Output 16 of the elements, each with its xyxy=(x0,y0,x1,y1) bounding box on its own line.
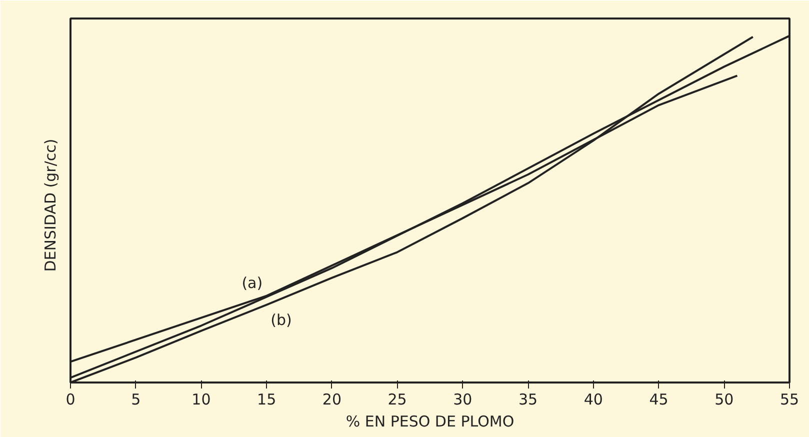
x-tick-label: 5 xyxy=(131,390,141,408)
series-label: (b) xyxy=(270,310,292,329)
x-axis-title: % EN PESO DE PLOMO xyxy=(346,412,514,430)
x-tick-label: 10 xyxy=(192,390,211,408)
x-tick-label: 40 xyxy=(584,390,603,408)
y-axis-title: DENSIDAD (gr/cc) xyxy=(42,138,60,272)
x-tick-label: 35 xyxy=(518,390,538,408)
x-tick-label: 0 xyxy=(66,390,76,408)
x-tick-label: 20 xyxy=(322,390,342,408)
x-tick-label: 55 xyxy=(780,390,800,408)
x-tick-label: 25 xyxy=(388,390,407,408)
x-tick-label: 45 xyxy=(649,390,668,408)
series-label: (a) xyxy=(242,274,263,292)
x-tick-label: 30 xyxy=(453,390,472,408)
x-tick-label: 50 xyxy=(714,390,734,408)
x-tick-label: 15 xyxy=(257,390,276,408)
